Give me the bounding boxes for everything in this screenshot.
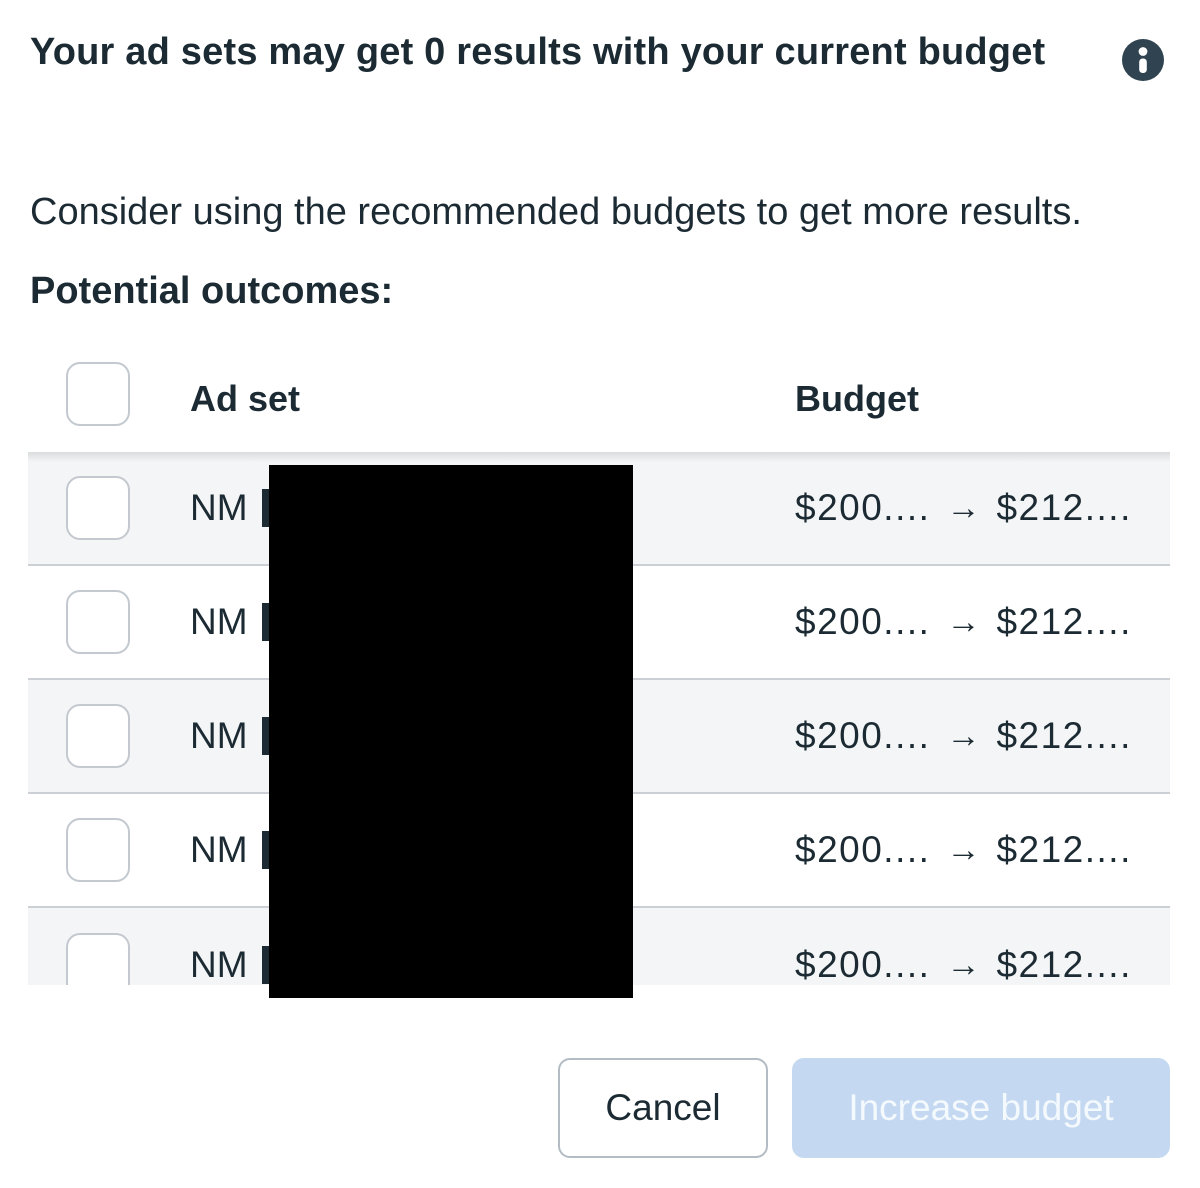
arrow-right-icon: → bbox=[946, 716, 981, 755]
budget-current: $200.... bbox=[795, 601, 931, 642]
section-heading: Potential outcomes: bbox=[30, 270, 394, 312]
budget-recommended: $212.... bbox=[996, 829, 1132, 870]
arrow-right-icon: → bbox=[946, 945, 981, 984]
redacted-letter-fragment bbox=[262, 946, 271, 984]
table-row: NM $200.... → $212.... bbox=[28, 566, 1170, 680]
ad-set-name: NM bbox=[190, 829, 248, 870]
budget-current: $200.... bbox=[795, 829, 931, 870]
cancel-button[interactable]: Cancel bbox=[558, 1058, 768, 1158]
dialog-subtitle: Consider using the recommended budgets t… bbox=[30, 191, 1082, 233]
ad-set-name: NM bbox=[190, 944, 248, 985]
column-header-budget: Budget bbox=[795, 378, 919, 419]
row-checkbox[interactable] bbox=[66, 476, 130, 540]
select-all-checkbox[interactable] bbox=[66, 362, 130, 426]
row-checkbox[interactable] bbox=[66, 704, 130, 768]
redacted-letter-fragment bbox=[262, 603, 271, 641]
column-header-ad-set: Ad set bbox=[190, 378, 301, 419]
budget-cell: $200.... → $212.... bbox=[795, 601, 1132, 643]
redacted-letter-fragment bbox=[262, 489, 271, 527]
budget-recommended: $212.... bbox=[996, 487, 1132, 528]
row-checkbox[interactable] bbox=[66, 590, 130, 654]
budget-current: $200.... bbox=[795, 715, 931, 756]
row-checkbox[interactable] bbox=[66, 818, 130, 882]
increase-budget-button[interactable]: Increase budget bbox=[792, 1058, 1170, 1158]
budget-cell: $200.... → $212.... bbox=[795, 829, 1132, 871]
dialog-title: Your ad sets may get 0 results with your… bbox=[30, 31, 1046, 73]
ad-set-name: NM bbox=[190, 601, 248, 642]
arrow-right-icon: → bbox=[946, 488, 981, 527]
redacted-letter-fragment bbox=[262, 831, 271, 869]
redaction-overlay bbox=[269, 465, 633, 998]
budget-recommended: $212.... bbox=[996, 601, 1132, 642]
info-icon[interactable] bbox=[1121, 38, 1165, 82]
budget-current: $200.... bbox=[795, 944, 931, 985]
budget-current: $200.... bbox=[795, 487, 931, 528]
ad-set-name: NM bbox=[190, 487, 248, 528]
arrow-right-icon: → bbox=[946, 602, 981, 641]
row-checkbox[interactable] bbox=[66, 933, 130, 985]
budget-recommended: $212.... bbox=[996, 944, 1132, 985]
budget-cell: $200.... → $212.... bbox=[795, 487, 1132, 529]
arrow-right-icon: → bbox=[946, 830, 981, 869]
budget-cell: $200.... → $212.... bbox=[795, 944, 1132, 985]
budget-recommended: $212.... bbox=[996, 715, 1132, 756]
ad-set-name: NM bbox=[190, 715, 248, 756]
budget-cell: $200.... → $212.... bbox=[795, 715, 1132, 757]
table-header-row: Ad set Budget bbox=[28, 352, 1170, 452]
redacted-letter-fragment bbox=[262, 717, 271, 755]
